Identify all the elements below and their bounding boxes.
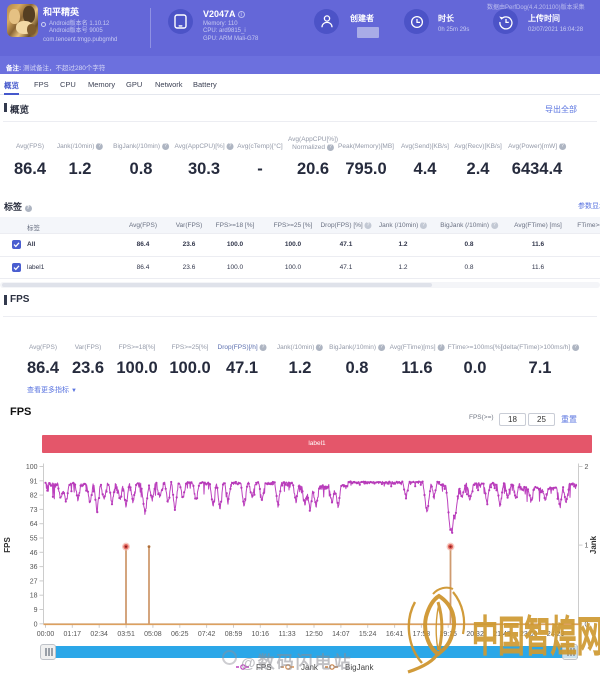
svg-text:10:16: 10:16 xyxy=(252,631,270,638)
svg-text:12:50: 12:50 xyxy=(305,631,323,638)
svg-text:FPS: FPS xyxy=(256,663,272,672)
svg-text:24:23: 24:23 xyxy=(547,631,565,638)
svg-text:07:42: 07:42 xyxy=(198,631,216,638)
svg-text:23:06: 23:06 xyxy=(520,631,538,638)
svg-text:16:41: 16:41 xyxy=(386,631,404,638)
svg-text:00:00: 00:00 xyxy=(37,631,55,638)
svg-text:11:33: 11:33 xyxy=(279,631,296,638)
svg-text:01:17: 01:17 xyxy=(64,631,82,638)
svg-text:Jank: Jank xyxy=(589,535,598,554)
svg-text:21:49: 21:49 xyxy=(493,631,511,638)
svg-text:27: 27 xyxy=(30,578,38,585)
svg-text:17:58: 17:58 xyxy=(413,631,431,638)
svg-text:06:25: 06:25 xyxy=(171,631,189,638)
svg-text:15:24: 15:24 xyxy=(359,631,377,638)
svg-text:中国智煌网: 中国智煌网 xyxy=(472,614,600,661)
svg-text:08:59: 08:59 xyxy=(225,631,243,638)
svg-text:20:32: 20:32 xyxy=(466,631,484,638)
svg-text:05:08: 05:08 xyxy=(144,631,162,638)
svg-text:BigJank: BigJank xyxy=(345,663,374,672)
svg-text:14:07: 14:07 xyxy=(332,631,350,638)
svg-text:18: 18 xyxy=(30,593,38,600)
svg-text:02:34: 02:34 xyxy=(90,631,108,638)
svg-text:2: 2 xyxy=(585,464,589,471)
svg-text:Jank: Jank xyxy=(301,663,319,672)
svg-text:36: 36 xyxy=(30,564,38,571)
svg-text:9: 9 xyxy=(34,607,38,614)
svg-text:73: 73 xyxy=(30,507,38,514)
svg-text:03:51: 03:51 xyxy=(117,631,135,638)
svg-text:FPS: FPS xyxy=(3,537,12,553)
svg-text:55: 55 xyxy=(30,536,38,543)
svg-text:91: 91 xyxy=(30,478,38,485)
svg-text:0: 0 xyxy=(34,621,38,628)
svg-text:1: 1 xyxy=(585,543,589,550)
svg-text:82: 82 xyxy=(30,493,38,500)
svg-text:19:15: 19:15 xyxy=(439,631,457,638)
svg-text:100: 100 xyxy=(26,464,38,471)
svg-text:64: 64 xyxy=(30,521,38,528)
svg-text:0: 0 xyxy=(585,621,589,628)
svg-text:46: 46 xyxy=(30,550,38,557)
